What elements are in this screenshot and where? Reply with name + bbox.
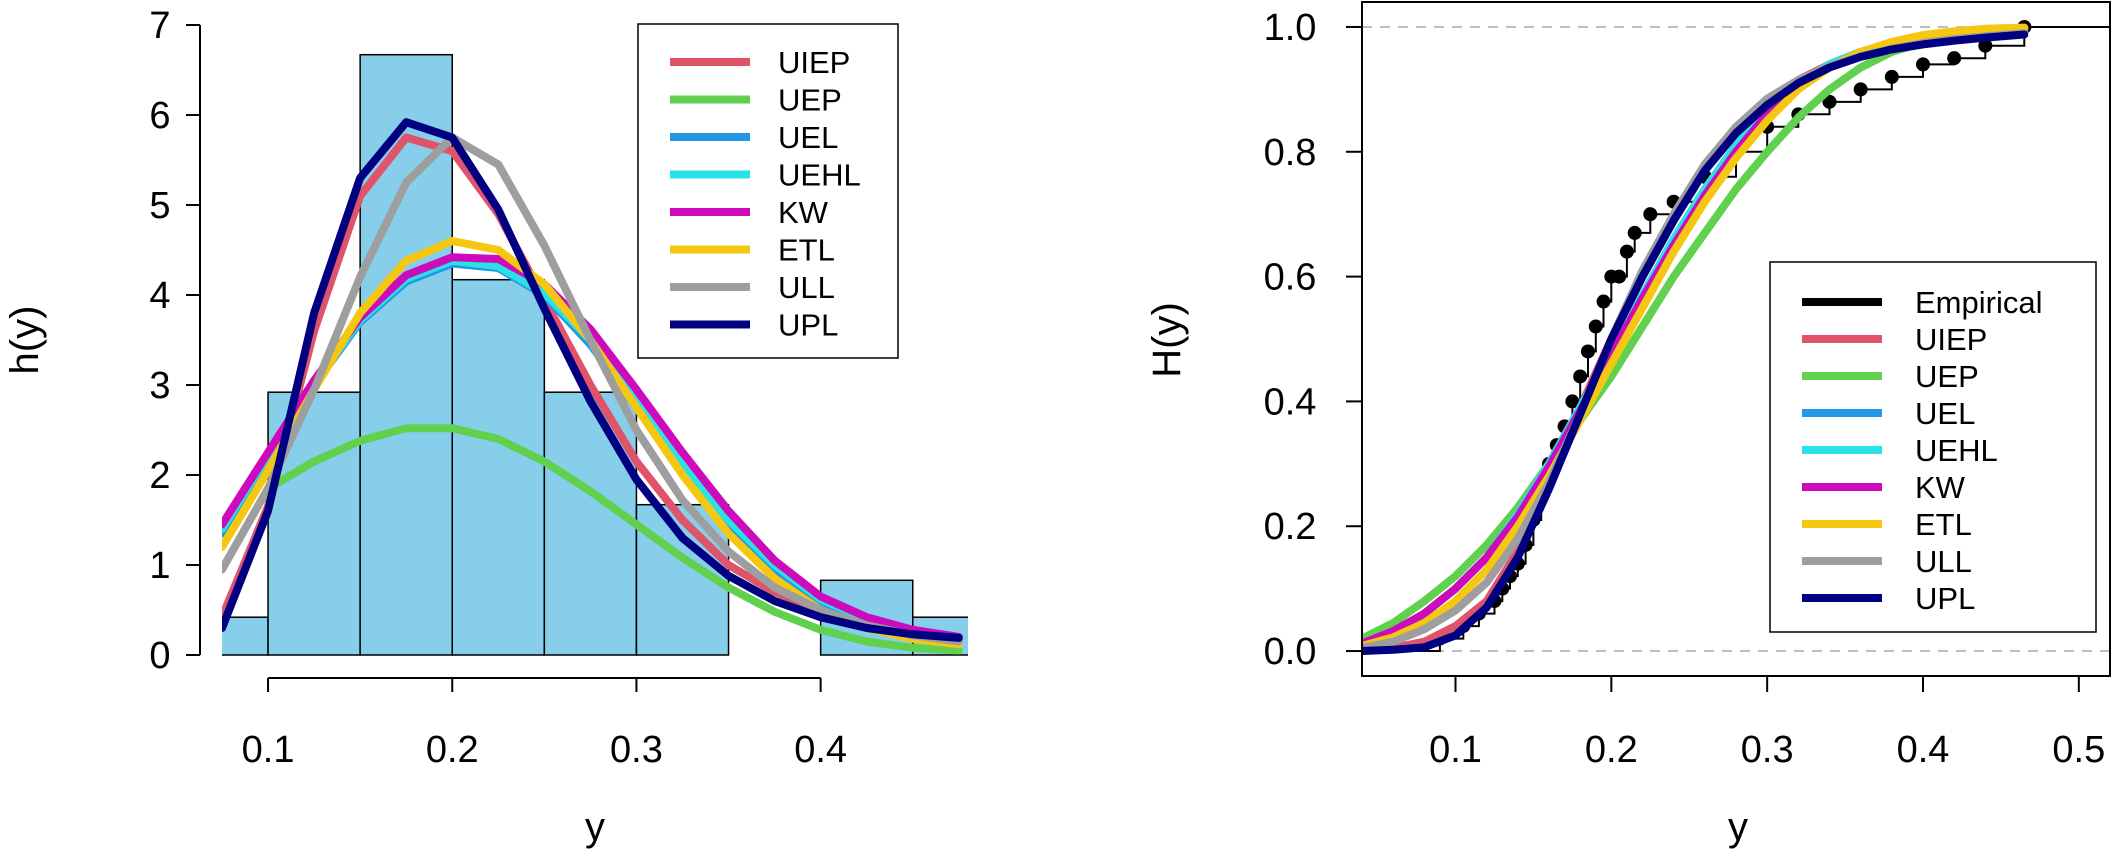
y-tick-label: 5 — [149, 185, 170, 227]
legend-label: UEP — [1915, 359, 1979, 394]
legend-label: ETL — [778, 233, 835, 268]
empirical-point — [1947, 51, 1962, 66]
histogram-bar-3 — [451, 278, 546, 656]
empirical-point — [1853, 82, 1868, 97]
legend-label: UPL — [1915, 581, 1975, 616]
y-tick-label: 0.4 — [1264, 381, 1317, 423]
empirical-point — [1565, 394, 1580, 409]
legend-box — [637, 23, 899, 359]
y-tick-label: 3 — [149, 365, 170, 407]
cdf-curve-upl — [1362, 30, 2029, 655]
plot-frame — [1361, 1, 2111, 677]
y-tick-label: 1.0 — [1264, 7, 1317, 49]
histogram-bars — [222, 53, 968, 656]
y-tick-label: 4 — [149, 275, 170, 317]
y-tick-label: 6 — [149, 95, 170, 137]
empirical-point — [1627, 225, 1642, 240]
y-tick-label: 0.2 — [1264, 506, 1317, 548]
empirical-point — [1580, 344, 1595, 359]
cdf-panel: 0.1 0.2 0.3 0.4 0.5 0.0 0.2 0.4 0.6 0.8 1.0 y H(y) Em… — [1145, 1, 2111, 849]
x-tick-label: 0.1 — [1429, 729, 1482, 771]
density-curve-upl — [222, 118, 963, 642]
y-tick-label: 1 — [149, 545, 170, 587]
x-tick-label: 0.1 — [242, 729, 295, 771]
y-axis-title: h(y) — [3, 306, 47, 375]
empirical-point — [1884, 69, 1899, 84]
legend-label: UEHL — [778, 158, 861, 193]
legend-label: UEP — [778, 83, 842, 118]
legend-label: UEL — [778, 120, 838, 155]
x-axis-title: y — [585, 805, 605, 849]
legend-label: ULL — [1915, 544, 1972, 579]
x-tick-label: 0.4 — [1897, 729, 1950, 771]
legend-label: Empirical — [1915, 285, 2042, 320]
legend-label: UPL — [778, 308, 838, 343]
legend-label: UIEP — [778, 45, 850, 80]
legend-label: ETL — [1915, 507, 1972, 542]
cdf-curve-etl — [1362, 23, 2029, 650]
y-tick-label: 2 — [149, 455, 170, 497]
x-tick-label: 0.3 — [610, 729, 663, 771]
empirical-point — [1916, 57, 1930, 72]
empirical-point — [1643, 207, 1658, 222]
empirical-point — [1612, 269, 1627, 284]
legend-label: KW — [778, 195, 829, 230]
empirical-point — [1573, 369, 1588, 384]
y-tick-label: 0.0 — [1264, 631, 1317, 673]
y-tick-label: 7 — [149, 5, 170, 47]
x-tick-label: 0.2 — [426, 729, 479, 771]
legend-label: UEL — [1915, 396, 1975, 431]
empirical-point — [1619, 244, 1634, 259]
y-tick-label: 0.6 — [1264, 257, 1317, 299]
x-tick-label: 0.5 — [2052, 729, 2105, 771]
density-curve-ull — [222, 133, 963, 646]
legend-label: KW — [1915, 470, 1966, 505]
x-tick-label: 0.3 — [1741, 729, 1794, 771]
empirical-point — [1822, 94, 1837, 109]
cdf-plot — [1362, 19, 2110, 655]
x-tick-label: 0.2 — [1585, 729, 1638, 771]
density-histogram-panel: 0.1 0.2 0.3 0.4 0 1 2 3 4 5 6 7 y h(y) UIEPUEPUELUEHLK… — [3, 5, 968, 849]
legend-label: UIEP — [1915, 322, 1987, 357]
empirical-point — [1588, 319, 1603, 334]
empirical-point — [1596, 294, 1611, 309]
y-tick-label: 0 — [149, 635, 170, 677]
empirical-point — [1978, 38, 1993, 53]
legend-label: UEHL — [1915, 433, 1998, 468]
x-tick-label: 0.4 — [794, 729, 847, 771]
legend-label: ULL — [778, 270, 835, 305]
density-curves — [222, 118, 963, 655]
x-axis-title: y — [1728, 805, 1748, 849]
density-curve-uep — [264, 424, 963, 655]
y-tick-label: 0.8 — [1264, 132, 1317, 174]
y-axis-title: H(y) — [1145, 302, 1189, 378]
